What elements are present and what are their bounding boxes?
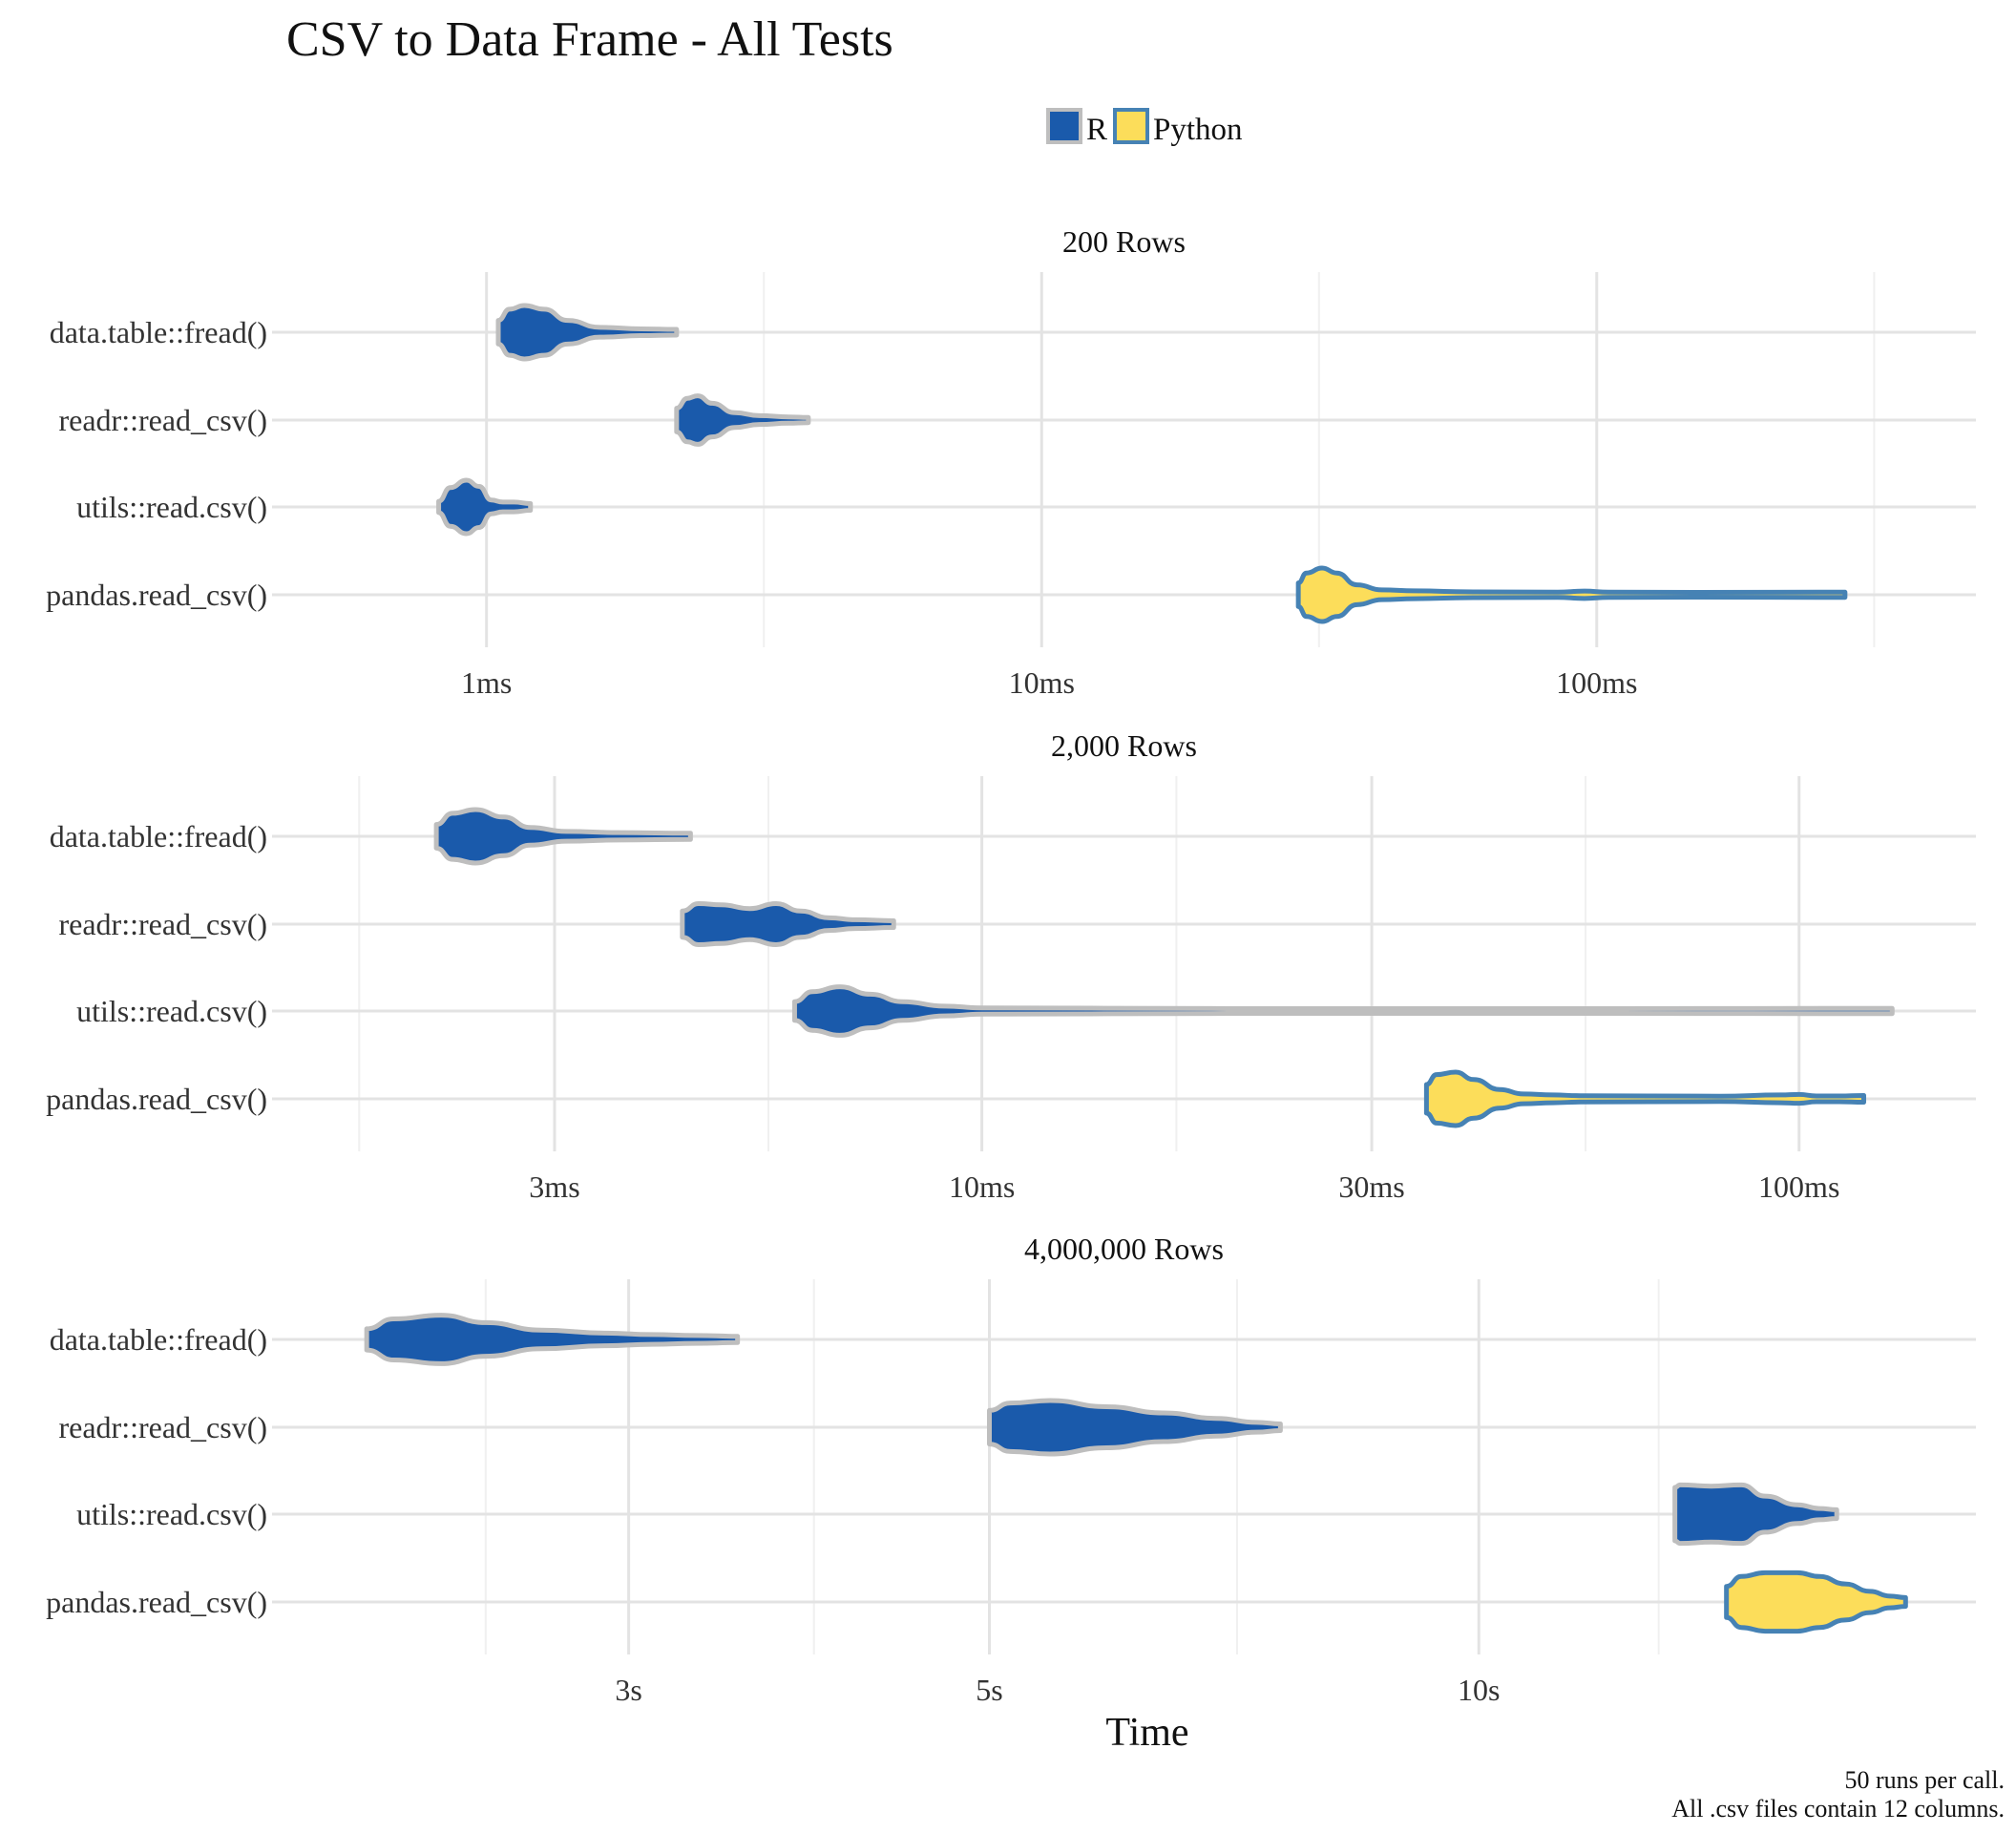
legend-label-r: R — [1086, 113, 1107, 147]
y-tick-label: data.table::fread() — [50, 1322, 267, 1357]
y-tick-label: utils::read.csv() — [76, 994, 267, 1028]
caption-line-2: All .csv files contain 12 columns. — [1671, 1795, 2005, 1822]
x-tick-label: 3ms — [529, 1169, 579, 1204]
y-tick-label: readr::read_csv() — [58, 907, 267, 941]
violin-data-table-fread — [495, 303, 680, 362]
facet-title: 4,000,000 Rows — [1024, 1232, 1224, 1266]
y-tick-label: data.table::fread() — [50, 819, 267, 853]
caption-line-1: 50 runs per call. — [1844, 1766, 2005, 1794]
facet-200-rows: 200 Rowsdata.table::fread()readr::read_c… — [46, 224, 1976, 700]
x-axis-title: Time — [1105, 1711, 1188, 1755]
facet-title: 200 Rows — [1062, 224, 1186, 259]
violin-readr-read-csv — [680, 901, 896, 947]
facet-4-000-000-rows: 4,000,000 Rowsdata.table::fread()readr::… — [46, 1232, 1976, 1707]
violin-pandas-read-csv — [1295, 565, 1848, 624]
facet-2-000-rows: 2,000 Rowsdata.table::fread()readr::read… — [46, 728, 1976, 1204]
x-tick-label: 10ms — [1009, 665, 1075, 700]
violin-readr-read-csv — [674, 393, 811, 447]
y-tick-label: pandas.read_csv() — [46, 578, 267, 612]
y-tick-label: data.table::fread() — [50, 315, 267, 349]
x-tick-label: 5s — [976, 1673, 1002, 1707]
x-tick-label: 1ms — [461, 665, 512, 700]
legend-label-python: Python — [1153, 113, 1243, 147]
x-tick-label: 100ms — [1758, 1169, 1839, 1204]
violin-pandas-read-csv — [1423, 1069, 1867, 1128]
violin-pandas-read-csv — [1724, 1570, 1908, 1634]
x-tick-label: 3s — [615, 1673, 641, 1707]
violin-readr-read-csv — [987, 1398, 1283, 1457]
chart-title: CSV to Data Frame - All Tests — [286, 12, 893, 67]
violin-data-table-fread — [364, 1313, 741, 1366]
legend-key-r — [1046, 108, 1082, 144]
y-tick-label: utils::read.csv() — [76, 490, 267, 524]
y-tick-label: readr::read_csv() — [58, 1410, 267, 1444]
violin-utils-read-csv — [436, 477, 534, 537]
x-tick-label: 10ms — [949, 1169, 1015, 1204]
legend: R Python — [1046, 108, 1243, 147]
facet-title: 2,000 Rows — [1051, 728, 1197, 763]
x-tick-label: 30ms — [1338, 1169, 1404, 1204]
y-tick-label: readr::read_csv() — [58, 403, 267, 437]
x-tick-label: 100ms — [1556, 665, 1637, 700]
violin-utils-read-csv — [1672, 1482, 1839, 1547]
y-tick-label: pandas.read_csv() — [46, 1585, 267, 1619]
violin-data-table-fread — [433, 807, 693, 866]
y-tick-label: utils::read.csv() — [76, 1497, 267, 1531]
legend-key-python — [1113, 108, 1149, 144]
violin-utils-read-csv — [791, 984, 1895, 1038]
x-tick-label: 10s — [1458, 1673, 1500, 1707]
y-tick-label: pandas.read_csv() — [46, 1082, 267, 1116]
